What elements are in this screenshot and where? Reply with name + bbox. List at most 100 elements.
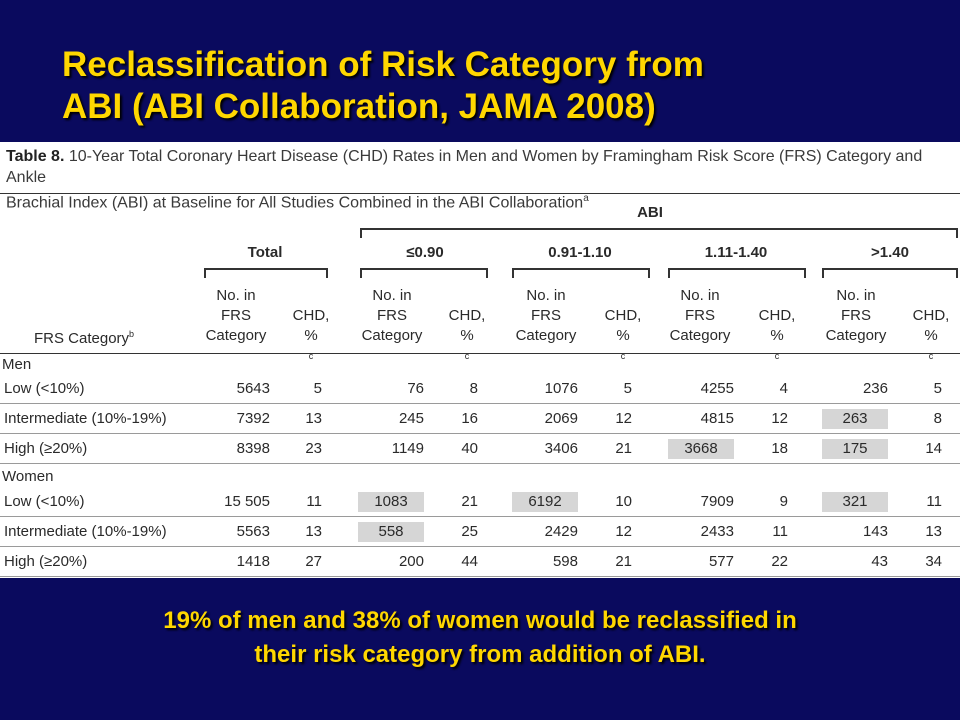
col-header-no-abi-3: No. in FRS Category (669, 287, 731, 344)
table-cell: 5 (623, 380, 632, 397)
table-cell: 9 (779, 493, 788, 510)
table-cell: 27 (305, 553, 322, 570)
table-cell-highlighted: 321 (822, 492, 888, 512)
row-label: Low (<10%) (4, 380, 85, 397)
row-label: High (≥20%) (4, 553, 88, 570)
table-row: Intermediate (10%-19%) 5563 13 558 25 2429 12 2… (0, 517, 960, 547)
table-cell: 21 (615, 440, 632, 457)
table-cell: 43 (871, 553, 888, 570)
col-header-no-total: No. in FRS Category (205, 287, 267, 344)
table-cell: 16 (461, 410, 478, 427)
table-cell: 8 (933, 410, 942, 427)
table-top-rule (0, 193, 960, 194)
table-cell: 2433 (700, 523, 734, 540)
table-cell: 11 (306, 493, 322, 510)
table-cell: 2069 (544, 410, 578, 427)
table-row: High (≥20%) 8398 23 1149 40 3406 21 3668 18 175 14 (0, 434, 960, 464)
table-cell: 143 (862, 523, 888, 540)
abi-group-4-bracket (822, 268, 958, 278)
table-cell: 22 (771, 553, 788, 570)
table-image-panel: Table 8. 10-Year Total Coronary Heart Di… (0, 142, 960, 578)
abi-group-1-header: ≤0.90 (406, 244, 444, 261)
table-cell: 1418 (236, 553, 270, 570)
table-cell: 14 (925, 440, 942, 457)
table-cell: 8398 (236, 440, 270, 457)
table-cell-highlighted: 558 (358, 522, 424, 542)
table-row: Low (<10%) 15 505 11 1083 21 6192 10 7909 9 321 11 (0, 487, 960, 517)
table-cell: 4815 (700, 410, 734, 427)
table-cell: 7909 (700, 493, 734, 510)
abi-group-4-header: >1.40 (871, 244, 909, 261)
row-label: Intermediate (10%-19%) (4, 523, 167, 540)
row-label: High (≥20%) (4, 440, 88, 457)
table-cell: 5643 (236, 380, 270, 397)
table-row: High (≥20%) 1418 27 200 44 598 21 577 22 43 34 (0, 547, 960, 577)
table-cell: 12 (615, 410, 632, 427)
table-caption: Table 8. 10-Year Total Coronary Heart Di… (6, 146, 956, 213)
col-header-chd-abi-3: CHD,% c (758, 307, 796, 361)
slide-footer-line-2: their risk category from addition of ABI… (254, 641, 706, 668)
table-cell: 11 (772, 523, 788, 540)
col-header-no-abi-2: No. in FRS Category (515, 287, 577, 344)
slide-footer-line-1: 19% of men and 38% of women would be rec… (163, 607, 797, 634)
table-cell: 15 505 (224, 493, 270, 510)
slide-title-line-2: ABI (ABI Collaboration, JAMA 2008) (62, 87, 656, 126)
table-cell: 5 (313, 380, 322, 397)
col-header-chd-total: CHD,% c (292, 307, 330, 361)
table-cell: 236 (862, 380, 888, 397)
slide-footer: 19% of men and 38% of women would be rec… (30, 604, 930, 672)
table-cell: 1149 (391, 440, 424, 457)
table-cell: 13 (305, 523, 322, 540)
table-cell: 10 (615, 493, 632, 510)
table-cell: 598 (552, 553, 578, 570)
table-cell-highlighted: 1083 (358, 492, 424, 512)
total-header: Total (247, 244, 283, 261)
table-cell: 11 (926, 493, 942, 510)
table-cell: 23 (305, 440, 322, 457)
table-cell: 12 (615, 523, 632, 540)
table-row: Low (<10%) 5643 5 76 8 1076 5 4255 4 236 5 (0, 374, 960, 404)
abi-group-3-bracket (668, 268, 806, 278)
table-cell: 4255 (700, 380, 734, 397)
col-header-chd-abi-1: CHD,% c (448, 307, 486, 361)
abi-group-2-header: 0.91-1.10 (548, 244, 612, 261)
table-cell: 21 (615, 553, 632, 570)
table-row: Intermediate (10%-19%) 7392 13 245 16 2069 12 4… (0, 404, 960, 434)
table-cell-highlighted: 6192 (512, 492, 578, 512)
table-cell: 245 (398, 410, 424, 427)
col-header-no-abi-4: No. in FRS Category (825, 287, 887, 344)
table-caption-line-1: 10-Year Total Coronary Heart Disease (CH… (6, 148, 923, 186)
col-header-chd-abi-2: CHD,% c (604, 307, 642, 361)
abi-group-1-bracket (360, 268, 488, 278)
table-cell: 200 (398, 553, 424, 570)
col-header-chd-abi-4: CHD,% c (912, 307, 950, 361)
table-cell: 25 (461, 523, 478, 540)
table-cell: 4 (779, 380, 788, 397)
table-cell: 5 (933, 380, 942, 397)
table-cell: 76 (407, 380, 424, 397)
table-cell: 18 (771, 440, 788, 457)
table-cell: 12 (771, 410, 788, 427)
table-cell: 7392 (236, 410, 270, 427)
slide-title-line-1: Reclassification of Risk Category from (62, 45, 704, 84)
table-cell: 577 (708, 553, 734, 570)
table-number: Table 8. (6, 148, 65, 165)
row-label: Intermediate (10%-19%) (4, 410, 167, 427)
table-caption-line-2: Brachial Index (ABI) at Baseline for All… (6, 194, 584, 212)
table-cell: 13 (305, 410, 322, 427)
group-label: Women (2, 468, 54, 485)
table-cell: 8 (469, 380, 478, 397)
table-cell: 5563 (236, 523, 270, 540)
abi-group-2-bracket (512, 268, 650, 278)
total-bracket (204, 268, 328, 278)
table-header-rule (0, 353, 960, 354)
table-cell: 21 (461, 493, 478, 510)
abi-bracket (360, 228, 958, 238)
table-cell: 2429 (544, 523, 578, 540)
row-label: Low (<10%) (4, 493, 85, 510)
table-caption-footnote: a (583, 193, 589, 204)
frs-category-header: FRS Categoryb (34, 329, 135, 347)
abi-header: ABI (637, 204, 663, 221)
slide-title: Reclassification of Risk Category from A… (62, 44, 942, 128)
table-cell: 13 (925, 523, 942, 540)
